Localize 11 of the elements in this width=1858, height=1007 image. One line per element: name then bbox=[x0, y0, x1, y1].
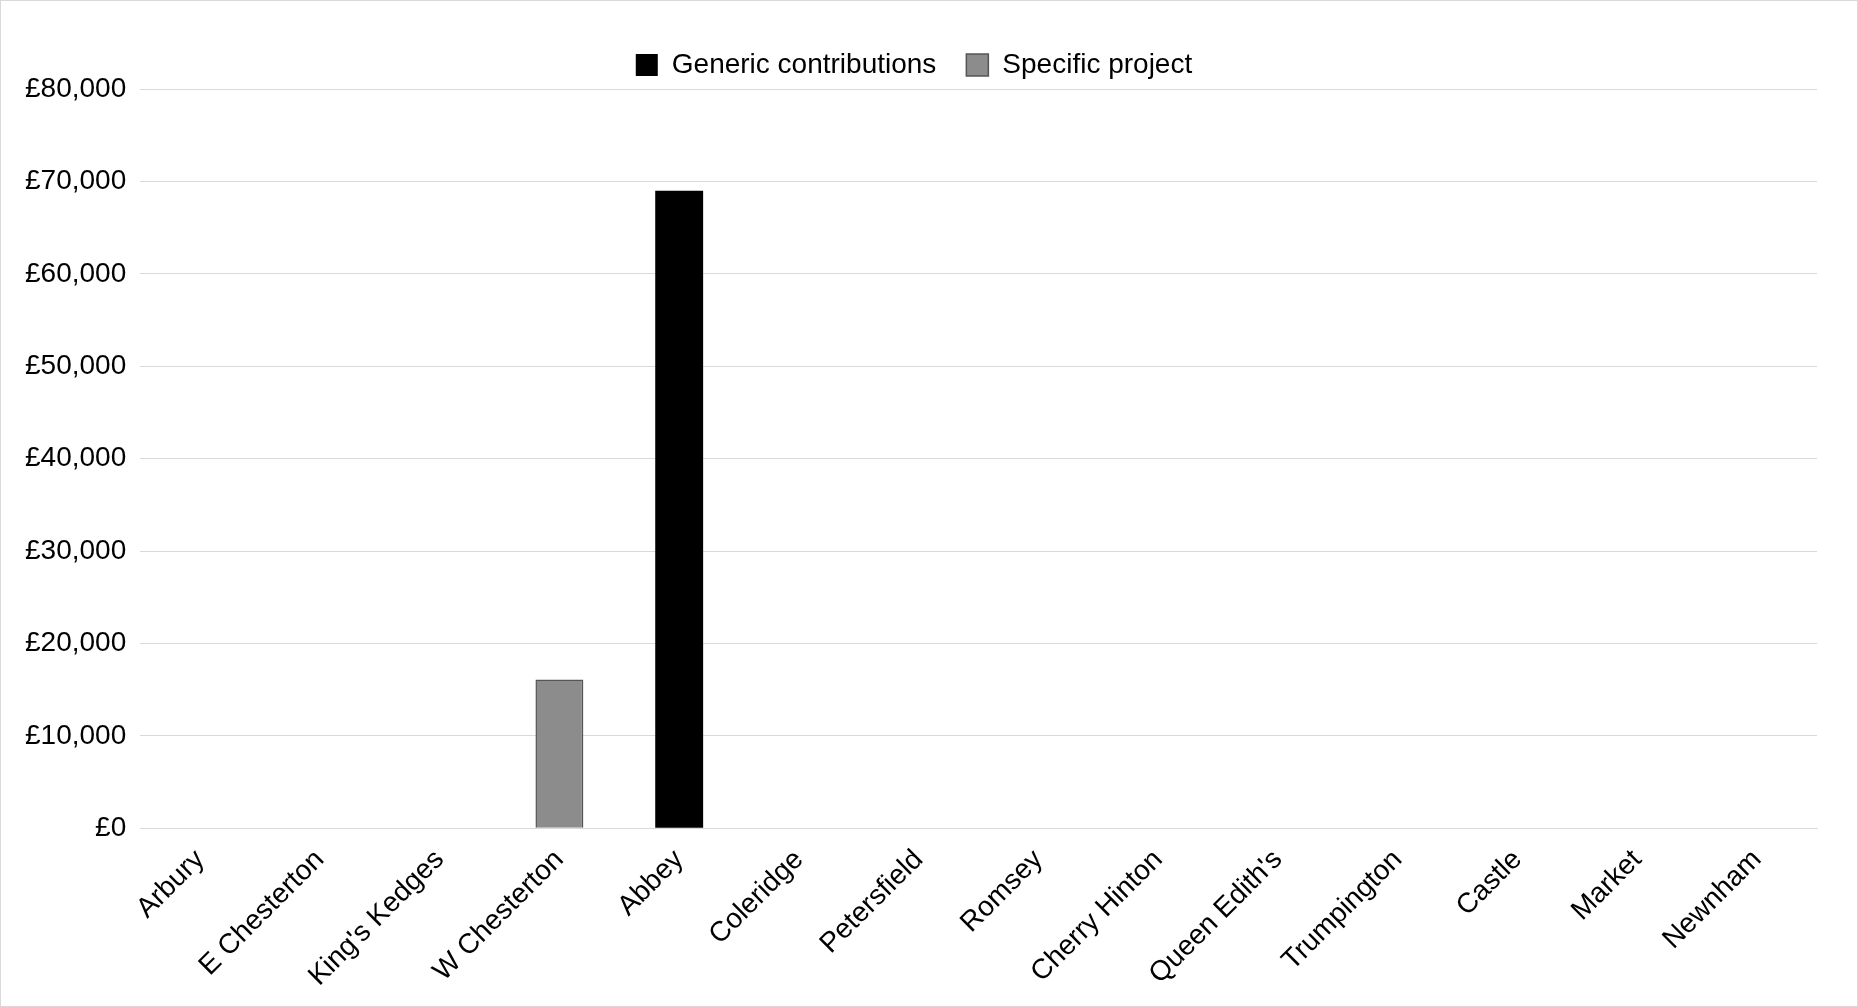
y-tick-label: £70,000 bbox=[24, 164, 127, 196]
y-tick-label: £40,000 bbox=[24, 441, 127, 473]
y-tick-label: £30,000 bbox=[24, 533, 127, 565]
y-tick-label: £60,000 bbox=[24, 256, 127, 288]
y-tick-label: £80,000 bbox=[24, 71, 127, 103]
legend-label: Specific project bbox=[1002, 47, 1193, 79]
legend-label: Generic contributions bbox=[671, 47, 937, 79]
y-tick-label: £0 bbox=[95, 811, 127, 842]
y-tick-label: £10,000 bbox=[24, 718, 127, 750]
y-tick-label: £50,000 bbox=[24, 348, 127, 380]
y-tick-label: £20,000 bbox=[24, 626, 127, 658]
